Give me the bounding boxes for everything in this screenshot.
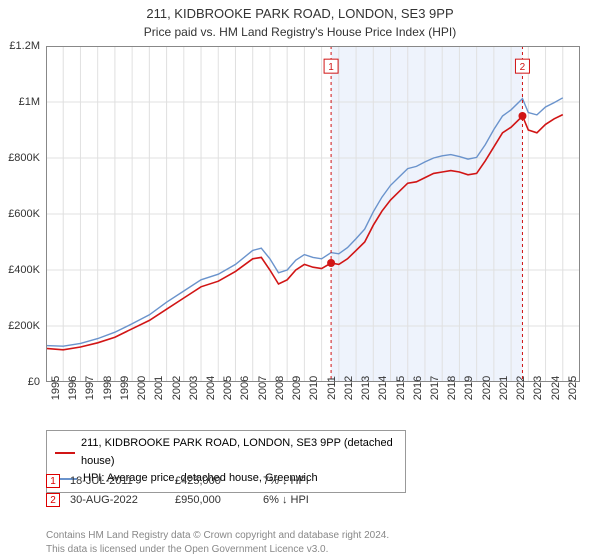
x-tick-label: 2021 — [498, 376, 510, 400]
x-tick-label: 2002 — [171, 376, 183, 400]
y-axis: £0£200K£400K£600K£800K£1M£1.2M — [0, 46, 44, 382]
x-tick-label: 1999 — [119, 376, 131, 400]
x-tick-label: 2024 — [550, 376, 562, 400]
y-tick-label: £400K — [8, 264, 40, 276]
x-tick-label: 2001 — [153, 376, 165, 400]
transaction-price: £950,000 — [175, 494, 253, 506]
x-tick-label: 2011 — [326, 376, 338, 400]
x-tick-label: 2005 — [222, 376, 234, 400]
x-tick-label: 1998 — [102, 376, 114, 400]
plot-area: 12 — [46, 46, 580, 382]
transaction-delta: 7% ↓ HPI — [263, 475, 358, 487]
y-tick-label: £200K — [8, 320, 40, 332]
x-tick-label: 1997 — [84, 376, 96, 400]
transaction-date: 30-AUG-2022 — [70, 494, 165, 506]
chart-svg: 12 — [46, 46, 580, 382]
x-tick-label: 2009 — [291, 376, 303, 400]
x-tick-label: 2003 — [188, 376, 200, 400]
chart-title: 211, KIDBROOKE PARK ROAD, LONDON, SE3 9P… — [0, 0, 600, 23]
x-tick-label: 2025 — [567, 376, 579, 400]
transaction-delta: 6% ↓ HPI — [263, 494, 358, 506]
svg-text:1: 1 — [328, 62, 334, 73]
x-tick-label: 2006 — [239, 376, 251, 400]
x-tick-label: 2020 — [481, 376, 493, 400]
y-tick-label: £0 — [28, 376, 40, 388]
x-tick-label: 2016 — [412, 376, 424, 400]
x-tick-label: 2018 — [446, 376, 458, 400]
x-tick-label: 2010 — [308, 376, 320, 400]
footer-line-2: This data is licensed under the Open Gov… — [46, 543, 389, 557]
x-tick-label: 1995 — [50, 376, 62, 400]
svg-text:2: 2 — [520, 62, 526, 73]
transaction-date: 18-JUL-2011 — [70, 475, 165, 487]
footer-attribution: Contains HM Land Registry data © Crown c… — [46, 529, 389, 556]
x-tick-label: 2007 — [257, 376, 269, 400]
chart-subtitle: Price paid vs. HM Land Registry's House … — [0, 23, 600, 39]
footer-line-1: Contains HM Land Registry data © Crown c… — [46, 529, 389, 543]
x-tick-label: 2004 — [205, 376, 217, 400]
transaction-marker: 1 — [46, 474, 60, 488]
transaction-marker: 2 — [46, 493, 60, 507]
x-tick-label: 2019 — [463, 376, 475, 400]
y-tick-label: £1.2M — [9, 40, 40, 52]
x-tick-label: 2023 — [532, 376, 544, 400]
x-axis: 1995199619971998199920002001200220032004… — [46, 384, 580, 428]
x-tick-label: 2014 — [377, 376, 389, 400]
transaction-price: £425,000 — [175, 475, 253, 487]
x-tick-label: 2015 — [395, 376, 407, 400]
chart-container: 211, KIDBROOKE PARK ROAD, LONDON, SE3 9P… — [0, 0, 600, 560]
x-tick-label: 2022 — [515, 376, 527, 400]
y-tick-label: £800K — [8, 152, 40, 164]
y-tick-label: £600K — [8, 208, 40, 220]
transactions-table: 1 18-JUL-2011 £425,000 7% ↓ HPI 2 30-AUG-2022… — [46, 474, 580, 512]
x-tick-label: 2013 — [360, 376, 372, 400]
transaction-row: 1 18-JUL-2011 £425,000 7% ↓ HPI — [46, 474, 580, 488]
transaction-row: 2 30-AUG-2022 £950,000 6% ↓ HPI — [46, 493, 580, 507]
x-tick-label: 2017 — [429, 376, 441, 400]
x-tick-label: 2008 — [274, 376, 286, 400]
legend-row: 211, KIDBROOKE PARK ROAD, LONDON, SE3 9P… — [55, 435, 397, 470]
x-tick-label: 2012 — [343, 376, 355, 400]
legend-label: 211, KIDBROOKE PARK ROAD, LONDON, SE3 9P… — [81, 435, 397, 470]
y-tick-label: £1M — [19, 96, 40, 108]
x-tick-label: 1996 — [67, 376, 79, 400]
x-tick-label: 2000 — [136, 376, 148, 400]
legend-swatch — [55, 452, 75, 454]
